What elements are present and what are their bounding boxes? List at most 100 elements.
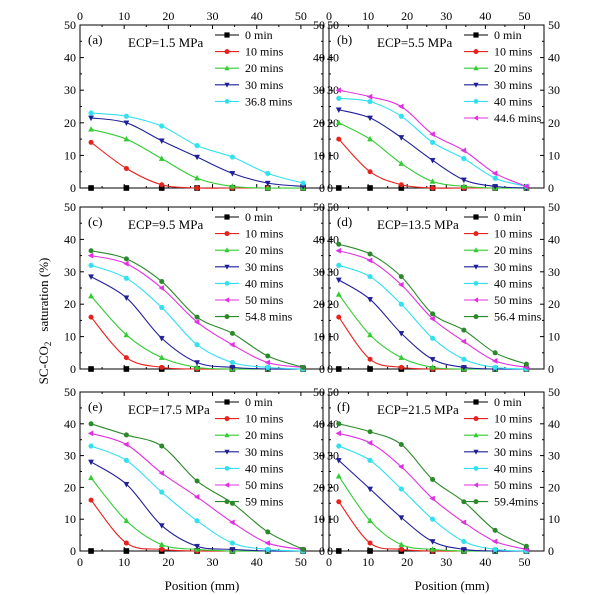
y-tick-label: 0 — [70, 544, 76, 558]
data-point — [460, 519, 467, 526]
legend-marker — [473, 82, 479, 88]
data-point — [264, 180, 271, 187]
legend-marker — [224, 264, 230, 270]
data-point — [159, 443, 165, 449]
data-point — [88, 292, 94, 299]
data-point — [492, 546, 498, 552]
data-point — [335, 247, 342, 254]
y-tick-label-right: 50 — [548, 18, 560, 32]
data-point — [264, 546, 271, 552]
data-point — [194, 543, 201, 550]
y-tick-label: 30 — [313, 265, 325, 279]
legend-label: 30 mins — [494, 78, 533, 92]
data-point — [159, 364, 165, 370]
data-point — [398, 331, 405, 337]
data-point — [460, 338, 467, 345]
data-point — [88, 459, 94, 466]
data-point — [264, 184, 271, 191]
y-tick-label: 50 — [313, 385, 325, 399]
legend-label: 30 mins — [494, 260, 533, 274]
data-point — [429, 539, 436, 545]
y-tick-label: 50 — [64, 385, 76, 399]
y-tick-label: 30 — [64, 83, 76, 97]
legend-label: 40 mins — [245, 276, 284, 290]
data-point — [460, 177, 467, 184]
y-tick-label: 20 — [313, 480, 325, 494]
legend-label: 59 mins — [245, 495, 284, 509]
data-point — [194, 518, 200, 524]
data-point — [194, 342, 200, 348]
data-point — [158, 489, 165, 495]
data-point — [335, 87, 342, 94]
data-point — [366, 93, 373, 100]
data-point — [429, 546, 436, 552]
data-point — [367, 251, 373, 257]
legend-marker — [473, 65, 479, 71]
data-point — [300, 180, 306, 186]
data-point — [398, 274, 404, 280]
legend-marker — [473, 99, 479, 104]
data-point — [366, 257, 373, 264]
data-point — [335, 291, 342, 297]
x-tick-label: 20 — [401, 555, 413, 569]
data-point — [335, 472, 342, 479]
y-tick-label: 50 — [64, 18, 76, 32]
y-tick-label: 0 — [319, 181, 325, 195]
legend-marker — [224, 499, 230, 505]
data-point — [158, 335, 165, 342]
legend-marker — [224, 466, 230, 471]
data-point — [194, 154, 201, 161]
legend-marker — [473, 466, 479, 471]
x-tick-label-top: 50 — [295, 9, 307, 23]
data-point — [87, 430, 94, 437]
panel-label: (f) — [337, 399, 350, 414]
data-point — [194, 143, 200, 149]
y-tick-label: 20 — [313, 116, 325, 130]
x-tick-label-top: 10 — [362, 9, 374, 23]
legend-label: 30 mins — [245, 445, 284, 459]
x-tick-label: 50 — [518, 555, 530, 569]
data-point — [367, 548, 373, 554]
data-point — [429, 139, 436, 145]
x-axis-label-left: Position (mm) — [165, 578, 240, 593]
data-point — [123, 432, 129, 438]
y-tick-label: 10 — [313, 148, 325, 162]
x-tick-label: 40 — [479, 555, 491, 569]
data-point — [367, 486, 373, 493]
data-point — [300, 364, 306, 370]
data-point — [492, 175, 498, 181]
legend-label: 20 mins — [494, 428, 533, 442]
legend-marker — [224, 65, 230, 71]
legend-marker — [473, 482, 479, 488]
data-point — [492, 527, 498, 533]
y-tick-label: 40 — [64, 232, 76, 246]
legend-label: 0 min — [245, 210, 273, 224]
y-tick-label-right: 30 — [548, 265, 560, 279]
legend-marker — [473, 49, 479, 55]
legend-marker — [473, 214, 479, 220]
data-point — [335, 119, 342, 126]
data-point — [367, 115, 373, 122]
data-point — [88, 248, 94, 254]
legend-label: 20 mins — [245, 243, 284, 257]
data-point — [335, 262, 342, 268]
data-point — [336, 499, 342, 505]
data-point — [88, 421, 94, 427]
legend-label: 20 mins — [494, 243, 533, 257]
data-point — [265, 353, 271, 359]
legend-label: 50 mins — [494, 478, 533, 492]
legend-label: 50 mins — [245, 478, 284, 492]
x-tick-label: 30 — [440, 555, 452, 569]
y-axis-label-main: SC-CO — [36, 346, 51, 384]
y-tick-label-right: 30 — [548, 449, 560, 463]
data-point — [335, 430, 342, 437]
data-point — [335, 548, 342, 554]
legend-label: 0 min — [245, 28, 273, 42]
ecp-annotation: ECP=21.5 MPa — [377, 402, 459, 417]
x-axis-label-right: Position (mm) — [415, 578, 490, 593]
data-point — [123, 295, 130, 302]
y-tick-label: 40 — [64, 417, 76, 431]
y-tick-label: 30 — [64, 449, 76, 463]
data-point — [123, 441, 129, 448]
